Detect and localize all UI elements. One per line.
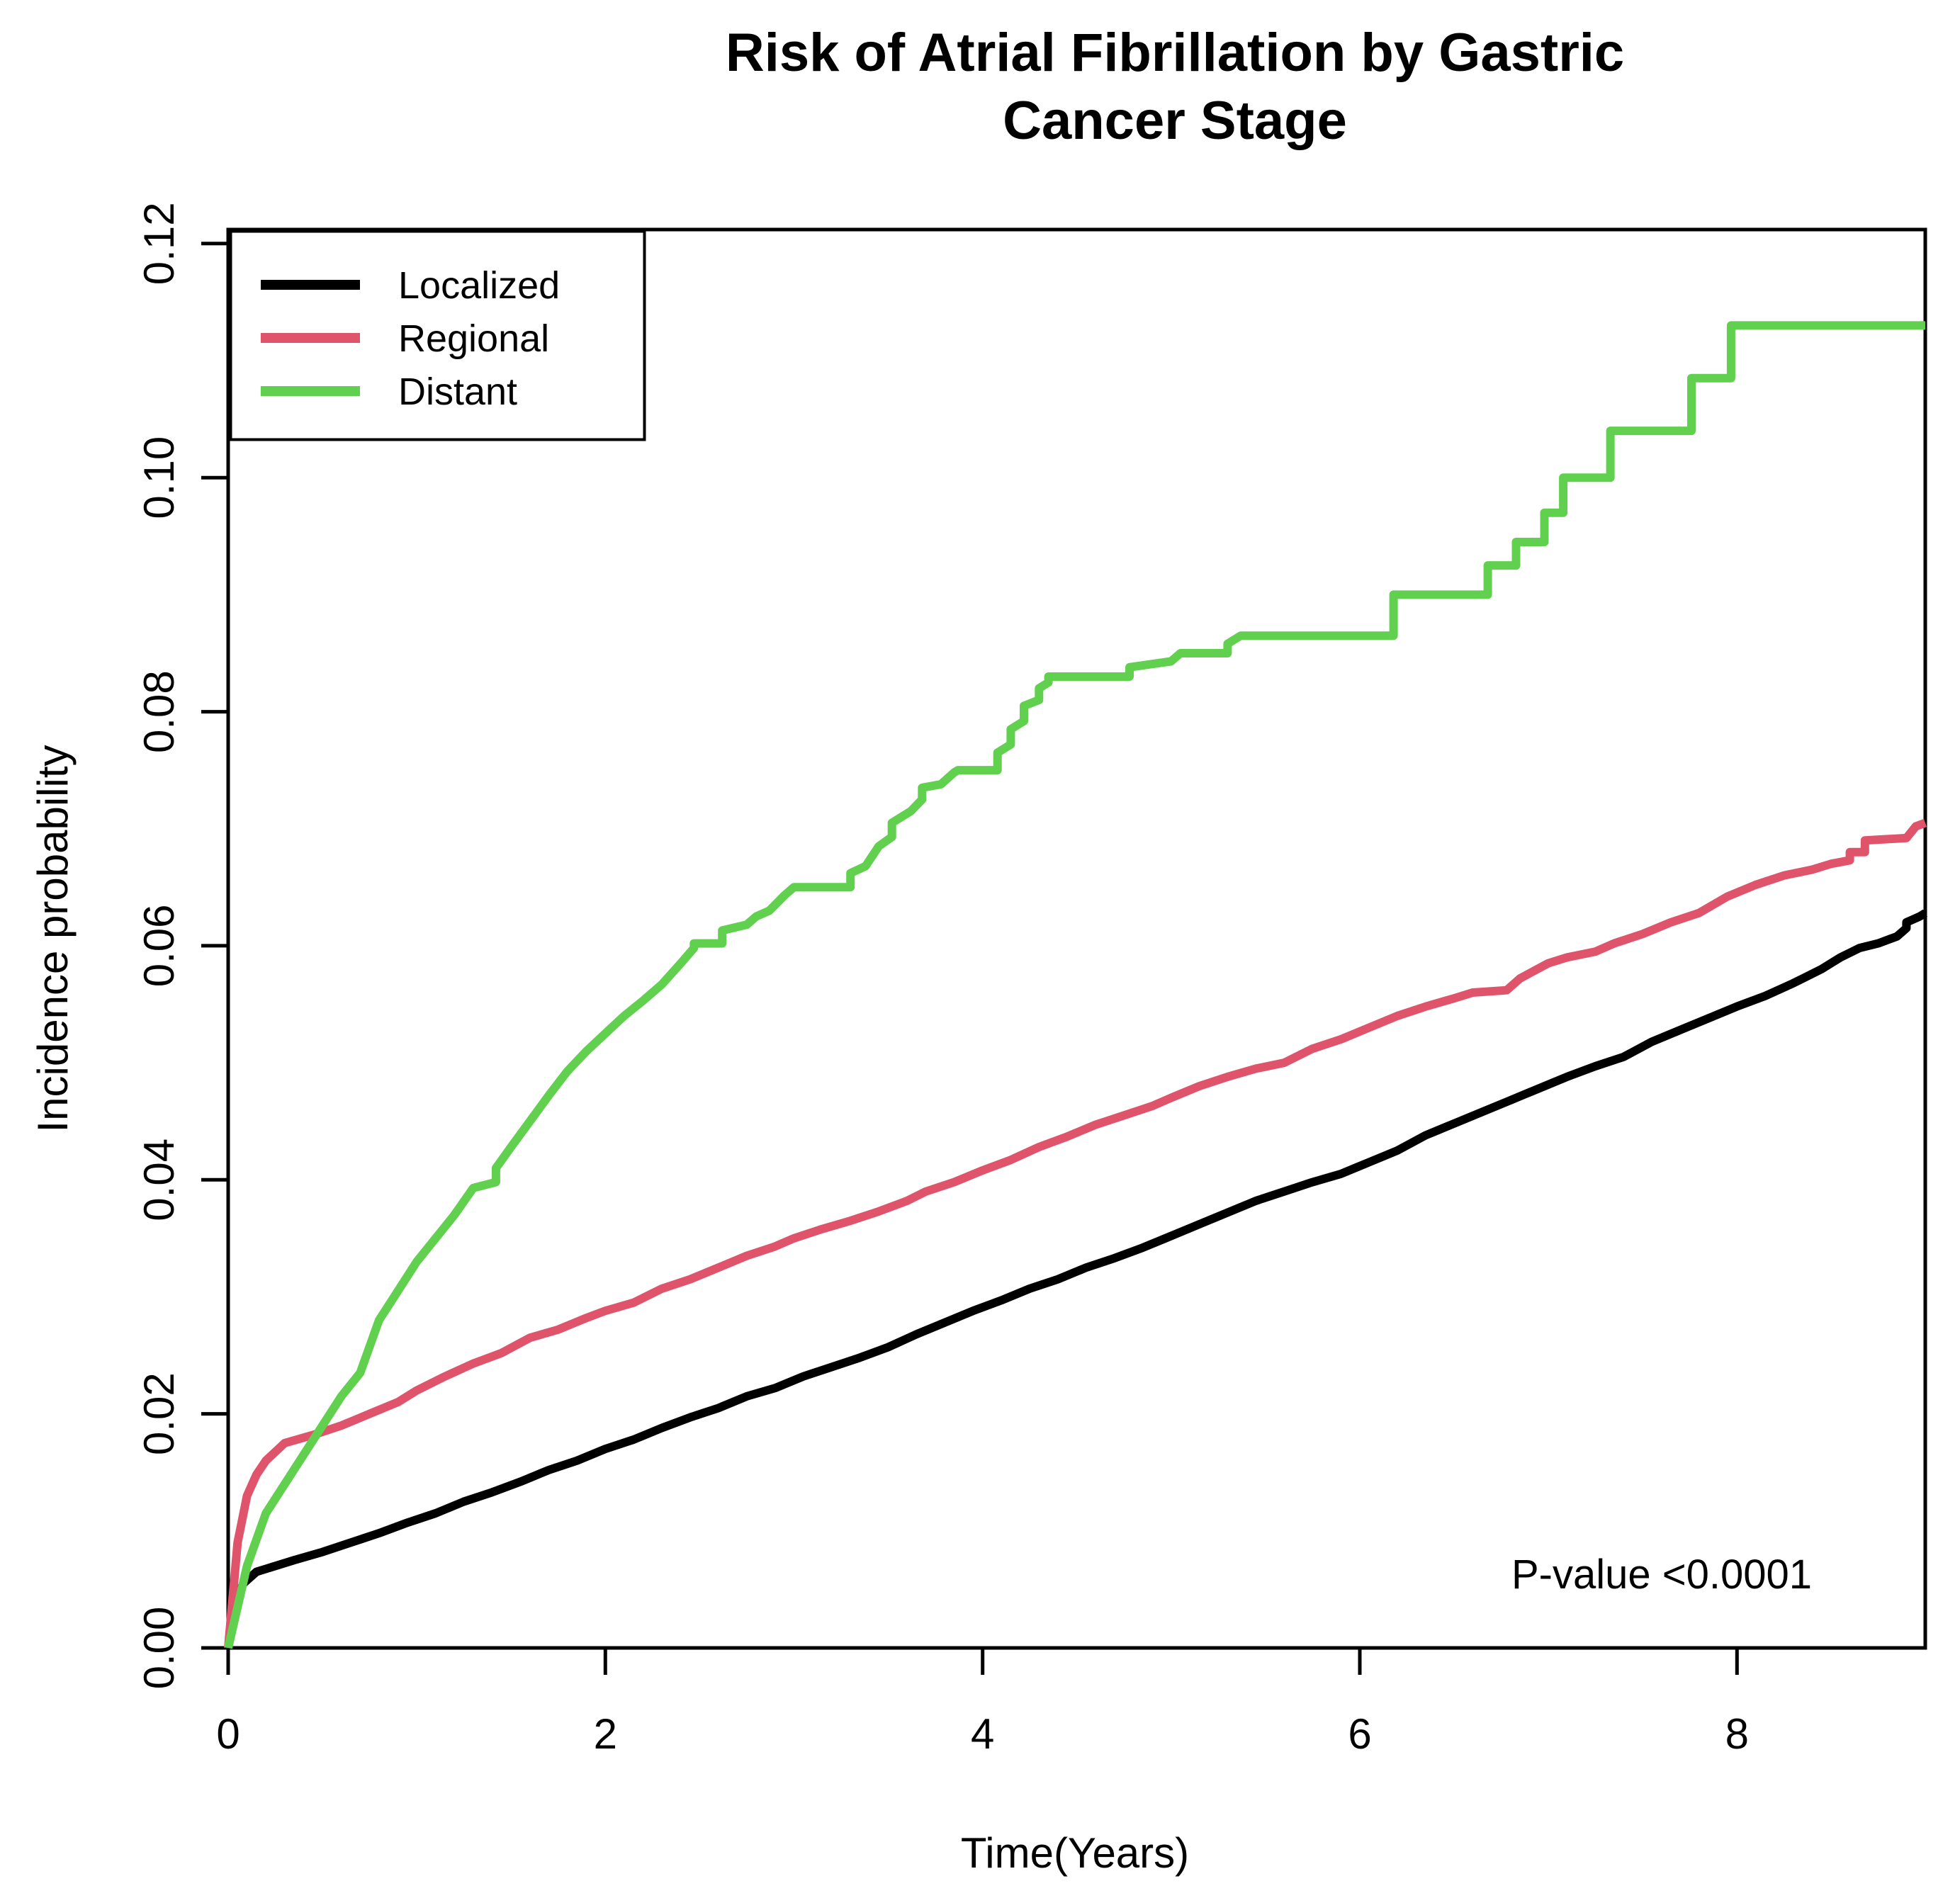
x-tick-label: 8: [1725, 1710, 1749, 1758]
p-value-annotation: P-value <0.0001: [1511, 1552, 1812, 1598]
y-axis: 0.00 0.02 0.04 0.06 0.08 0.10 0.12 Incid…: [29, 202, 228, 1689]
x-axis: 0 2 4 6 8 Time(Years): [216, 1648, 1749, 1877]
series-line-distant: [224, 321, 1925, 1649]
x-tick-label: 0: [216, 1710, 240, 1758]
plot-area-border: [226, 227, 1927, 1650]
y-tick-label: 0.04: [135, 1139, 183, 1221]
chart-title-line1: Risk of Atrial Fibrillation by Gastric: [726, 23, 1624, 83]
x-tick-label: 2: [594, 1710, 617, 1758]
legend-label-localized: Localized: [398, 264, 560, 307]
series-lines: [224, 321, 1928, 1649]
legend-label-regional: Regional: [398, 317, 549, 360]
series-line-regional: [224, 818, 1927, 1649]
x-tick-label: 4: [971, 1710, 994, 1758]
y-tick-label: 0.10: [135, 436, 183, 519]
y-tick-label: 0.00: [135, 1607, 183, 1690]
series-line-localized: [224, 909, 1928, 1649]
y-tick-label: 0.08: [135, 670, 183, 753]
x-tick-label: 6: [1348, 1710, 1371, 1758]
legend: Localized Regional Distant: [229, 230, 646, 441]
y-tick-label: 0.12: [135, 202, 183, 285]
legend-label-distant: Distant: [398, 371, 517, 413]
y-axis-title: Incidence probability: [29, 745, 77, 1132]
y-tick-label: 0.06: [135, 905, 183, 988]
x-axis-title: Time(Years): [961, 1829, 1189, 1877]
y-tick-label: 0.02: [135, 1372, 183, 1455]
chart-title-line2: Cancer Stage: [1003, 91, 1347, 151]
